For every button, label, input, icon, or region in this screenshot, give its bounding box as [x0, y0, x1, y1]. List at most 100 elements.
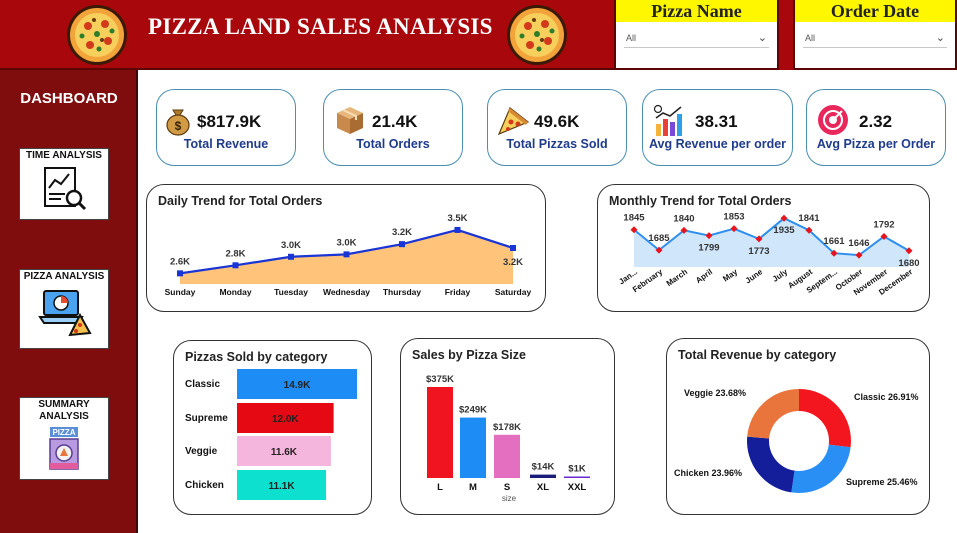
- kpi-value: 2.32: [859, 112, 893, 131]
- sidebar-item-pizza-analysis[interactable]: PIZZA ANALYSIS: [19, 269, 109, 349]
- size-bar: [427, 387, 453, 478]
- monthly-trend-line: [633, 217, 910, 257]
- size-data-label: $14K: [532, 462, 555, 473]
- kpi-value: $817.9K: [197, 112, 262, 131]
- monthly-point: [730, 225, 738, 233]
- panel-title: Monthly Trend for Total Orders: [609, 194, 792, 208]
- category-tick-label: Supreme: [185, 413, 228, 424]
- daily-tick-label: Tuesday: [274, 287, 308, 297]
- kpi-label: Avg Pizza per Order: [816, 137, 936, 151]
- daily-trend-chart: 2.6K Sunday 2.8K Monday 3.0K Tuesday 3.0K Wedne…: [165, 213, 532, 297]
- sidebar-item-label: SUMMARY ANALYSIS: [38, 399, 90, 422]
- monthly-data-label: 1841: [798, 213, 820, 224]
- daily-tick-label: Friday: [445, 287, 471, 297]
- report-magnifier-icon: [44, 167, 87, 211]
- header-banner: PIZZA LAND SALES ANALYSIS: [0, 0, 614, 70]
- panel-title: Daily Trend for Total Orders: [158, 194, 323, 208]
- monthly-data-label: 1685: [648, 233, 670, 244]
- category-bar: [237, 403, 334, 433]
- size-tick-label: S: [504, 482, 510, 493]
- daily-point: [399, 241, 405, 248]
- kpi-card-total-revenue: $ $817.9K Total Revenue: [156, 89, 296, 166]
- pizza-shop-icon: PIZZA: [49, 427, 79, 470]
- monthly-data-label: 1845: [623, 213, 645, 224]
- box-icon: [337, 107, 363, 134]
- daily-data-label: 3.0K: [336, 237, 356, 248]
- monthly-point: [680, 226, 688, 234]
- category-bar: [237, 436, 331, 466]
- monthly-data-label: 1840: [673, 213, 694, 224]
- sidebar-item-summary-analysis[interactable]: SUMMARY ANALYSIS PIZZA: [19, 397, 109, 480]
- pizza-name-dropdown[interactable]: All ⌄: [624, 28, 769, 48]
- sidebar-item-time-analysis[interactable]: TIME ANALYSIS: [19, 148, 109, 220]
- chevron-down-icon: ⌄: [935, 32, 945, 44]
- donut-slice: [747, 389, 799, 439]
- monthly-point: [905, 247, 913, 255]
- category-bar: [237, 470, 327, 500]
- sidebar-item-label: PIZZA ANALYSIS: [23, 271, 105, 282]
- sidebar-title: DASHBOARD: [20, 90, 118, 107]
- pizza-badge-text: PIZZA: [52, 428, 75, 437]
- daily-point: [177, 270, 183, 277]
- sidebar: DASHBOARD TIME ANALYSIS PIZZA ANALYSIS: [0, 70, 138, 533]
- kpi-card-avg-revenue-per-order: 38.31 Avg Revenue per order: [642, 89, 793, 166]
- daily-point: [510, 244, 516, 251]
- kpi-value: 49.6K: [534, 112, 580, 131]
- donut-slice: [747, 436, 795, 493]
- pizza-slice-icon: [497, 107, 530, 136]
- kpi-card-avg-pizza-per-order: 2.32 Avg Pizza per Order: [806, 89, 946, 166]
- kpi-label: Total Orders: [356, 137, 430, 151]
- kpi-label: Avg Revenue per order: [648, 137, 787, 151]
- slicer-order-date: Order Date All ⌄: [793, 0, 957, 70]
- target-icon: [818, 105, 848, 135]
- daily-point: [343, 251, 350, 258]
- page-title: PIZZA LAND SALES ANALYSIS: [148, 14, 493, 39]
- donut-slice: [791, 444, 851, 493]
- category-tick-label: Veggie: [185, 446, 218, 457]
- slicer-pizza-name: Pizza Name All ⌄: [614, 0, 779, 70]
- slicer-divider: [779, 0, 793, 70]
- monthly-data-label: 1853: [723, 212, 744, 223]
- size-bar: [460, 417, 486, 478]
- kpi-card-total-orders: 21.4K Total Orders: [323, 89, 463, 166]
- donut-data-label: Veggie 23.68%: [684, 388, 746, 398]
- size-tick-label: XL: [537, 482, 549, 493]
- sales-by-size-chart: $375K L $249K M $178K S $14K XL $1K XXL size: [426, 374, 590, 503]
- donut-data-label: Classic 26.91%: [854, 392, 919, 402]
- monthly-point: [630, 226, 638, 234]
- kpi-value: 21.4K: [372, 112, 418, 131]
- size-data-label: $1K: [568, 464, 586, 475]
- monthly-point: [805, 226, 813, 234]
- chevron-down-icon: ⌄: [757, 32, 767, 44]
- donut-slice: [799, 389, 851, 448]
- svg-text:$: $: [175, 119, 182, 133]
- category-data-label: 12.0K: [272, 414, 299, 425]
- kpi-value: 38.31: [695, 112, 738, 131]
- category-tick-label: Chicken: [185, 480, 224, 491]
- daily-tick-label: Thursday: [383, 287, 422, 297]
- money-bag-icon: $: [166, 109, 190, 136]
- revenue-by-category-panel: Total Revenue by category Classic 26.91%…: [666, 338, 930, 515]
- size-bar: [530, 474, 556, 478]
- monthly-trend-panel: Monthly Trend for Total Orders 1845 Jan..…: [597, 184, 930, 312]
- daily-data-label: 3.2K: [392, 227, 412, 238]
- category-data-label: 14.9K: [284, 380, 311, 391]
- monthly-data-label: 1792: [873, 219, 894, 230]
- size-data-label: $249K: [459, 405, 487, 416]
- pizza-icon: [66, 4, 128, 66]
- daily-tick-label: Monday: [219, 287, 251, 297]
- monthly-trend-chart: 1845Jan...1685February1840March1799April…: [617, 212, 919, 297]
- daily-data-label: 3.0K: [281, 240, 301, 251]
- monthly-tick-label: March: [665, 267, 690, 288]
- pizza-icon: [506, 4, 568, 66]
- size-tick-label: M: [469, 482, 477, 493]
- daily-data-label: 2.8K: [225, 248, 245, 259]
- slicer-title: Pizza Name: [616, 0, 777, 22]
- order-date-dropdown[interactable]: All ⌄: [803, 28, 947, 48]
- size-tick-label: XXL: [568, 482, 587, 493]
- daily-point: [454, 226, 461, 233]
- monthly-tick-label: June: [744, 267, 765, 285]
- monthly-point: [880, 232, 888, 240]
- daily-trend-panel: Daily Trend for Total Orders 2.6K Sunday 2…: [146, 184, 546, 312]
- dropdown-value: All: [626, 33, 637, 43]
